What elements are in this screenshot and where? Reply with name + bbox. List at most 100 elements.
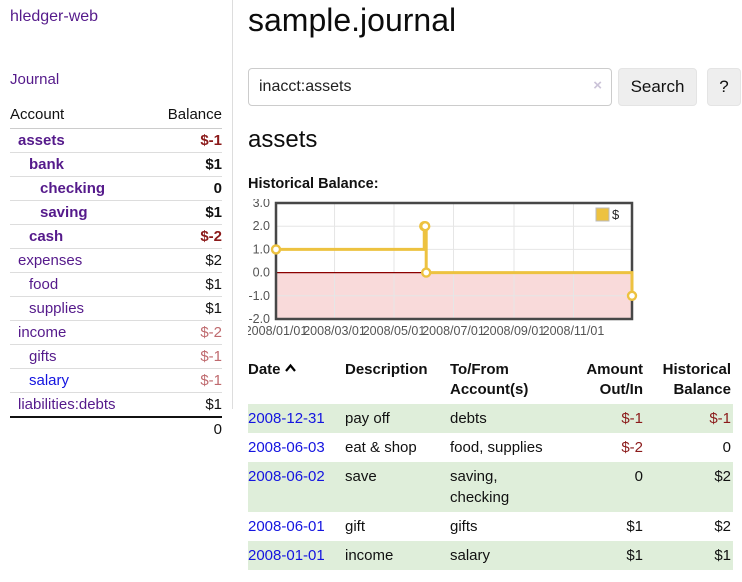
transaction-accounts: salary <box>450 546 491 564</box>
sort-ascending-icon <box>284 363 296 372</box>
transaction-balance: $2 <box>714 467 731 485</box>
account-balance: $-2 <box>200 228 222 245</box>
transaction-description: pay off <box>345 409 390 427</box>
transaction-date-link[interactable]: 2008-06-02 <box>248 467 325 485</box>
clear-search-icon[interactable]: × <box>593 77 602 94</box>
account-balance: $1 <box>205 204 222 221</box>
svg-text:0.0: 0.0 <box>253 266 270 280</box>
transaction-date-link[interactable]: 2008-06-01 <box>248 517 325 535</box>
transaction-balance: $-1 <box>709 409 731 427</box>
transaction-row: 2008-06-01 gift gifts $1 $2 <box>248 512 733 541</box>
transaction-accounts: gifts <box>450 517 478 535</box>
account-link[interactable]: cash <box>29 228 64 245</box>
search-input[interactable] <box>248 68 612 106</box>
register-header-description: Description <box>345 361 428 378</box>
account-row: saving $1 <box>10 200 222 225</box>
svg-text:2.0: 2.0 <box>253 219 270 233</box>
account-row: salary $-1 <box>10 368 222 393</box>
account-heading: assets <box>248 126 318 153</box>
account-link[interactable]: supplies <box>29 300 85 317</box>
account-link[interactable]: food <box>29 276 59 293</box>
register-header-date[interactable]: Date <box>248 357 345 404</box>
transaction-amount: $-2 <box>621 438 643 456</box>
svg-text:3.0: 3.0 <box>253 199 270 210</box>
register-header-accounts: To/From Account(s) <box>450 361 529 399</box>
register-header-balance: Historical Balance <box>662 361 731 399</box>
transaction-date-link[interactable]: 2008-06-03 <box>248 438 325 456</box>
sidebar-divider <box>232 0 233 409</box>
balance-chart: $3.0 2.0 1.0 0.0 -1.0 -2.0 2008/01/01 2008/03/0… <box>245 196 638 343</box>
page-title: sample.journal <box>248 2 457 38</box>
svg-text:2008/01/01: 2008/01/01 <box>248 324 307 338</box>
transaction-balance: $1 <box>714 546 731 564</box>
account-link[interactable]: liabilities:debts <box>18 396 116 413</box>
transaction-accounts: food, supplies <box>450 438 543 456</box>
account-balance: $-1 <box>200 372 222 389</box>
accounts-header-account: Account <box>10 102 151 129</box>
account-row: food $1 <box>10 272 222 297</box>
account-row: supplies $1 <box>10 296 222 321</box>
transaction-balance: 0 <box>722 438 731 456</box>
accounts-table: Account Balance assets $-1 bank $1 checkin… <box>10 102 222 441</box>
accounts-total-row: 0 <box>10 416 222 441</box>
accounts-header-balance: Balance <box>150 102 222 129</box>
search-button[interactable]: Search <box>618 68 697 106</box>
account-row: assets $-1 <box>10 128 222 153</box>
account-link[interactable]: assets <box>18 132 65 149</box>
account-link[interactable]: salary <box>29 372 70 389</box>
transaction-description: eat & shop <box>345 438 417 456</box>
account-balance: $2 <box>205 252 222 269</box>
account-balance: 0 <box>213 180 222 197</box>
account-balance: $1 <box>205 300 222 317</box>
svg-text:2008/07/01: 2008/07/01 <box>422 324 485 338</box>
accounts-header-row: Account Balance <box>10 102 222 129</box>
svg-text:-1.0: -1.0 <box>248 289 270 303</box>
transaction-amount: $1 <box>626 517 643 535</box>
svg-text:2008/05/01: 2008/05/01 <box>363 324 426 338</box>
account-balance: $-2 <box>200 324 222 341</box>
account-row: income $-2 <box>10 320 222 345</box>
account-balance: $1 <box>205 156 222 173</box>
transaction-date-link[interactable]: 2008-12-31 <box>248 409 325 427</box>
svg-text:2008/03/01: 2008/03/01 <box>303 324 366 338</box>
transaction-row: 2008-12-31 pay off debts $-1 $-1 <box>248 403 733 433</box>
svg-text:-2.0: -2.0 <box>248 312 270 326</box>
search-bar: × Search ? <box>248 68 742 106</box>
account-row: expenses $2 <box>10 248 222 273</box>
transaction-accounts: debts <box>450 409 487 427</box>
chart-title: Historical Balance: <box>248 176 379 192</box>
account-balance: $-1 <box>200 132 222 149</box>
transaction-amount: $-1 <box>621 409 643 427</box>
transaction-description: gift <box>345 517 366 535</box>
transaction-description: income <box>345 546 394 564</box>
transaction-balance: $2 <box>714 517 731 535</box>
account-row: bank $1 <box>10 152 222 177</box>
account-row: checking 0 <box>10 176 222 201</box>
help-button[interactable]: ? <box>707 68 741 106</box>
account-link[interactable]: checking <box>40 180 106 197</box>
svg-text:1.0: 1.0 <box>253 242 270 256</box>
account-balance: $-1 <box>200 348 222 365</box>
account-link[interactable]: gifts <box>29 348 57 365</box>
register-header-row: Date Description To/From Account(s) Amou… <box>248 357 733 404</box>
app-title-link[interactable]: hledger-web <box>10 8 99 25</box>
account-balance: $1 <box>205 276 222 293</box>
account-row: gifts $-1 <box>10 344 222 369</box>
main-content: sample.journal × Search ? assets Histori… <box>245 0 742 582</box>
svg-text:$: $ <box>612 207 620 222</box>
svg-text:2008/09/01: 2008/09/01 <box>483 324 546 338</box>
transaction-date-link[interactable]: 2008-01-01 <box>248 546 325 564</box>
account-link[interactable]: bank <box>29 156 65 173</box>
account-link[interactable]: expenses <box>18 252 83 269</box>
account-row: liabilities:debts $1 <box>10 392 222 418</box>
nav-journal-link[interactable]: Journal <box>10 71 60 88</box>
transaction-description: save <box>345 467 377 485</box>
account-link[interactable]: income <box>18 324 67 341</box>
register-header-amount: Amount Out/In <box>586 361 643 399</box>
svg-text:2008/11/01: 2008/11/01 <box>543 324 605 338</box>
transaction-accounts: saving, checking <box>450 467 510 506</box>
account-link[interactable]: saving <box>40 204 88 221</box>
account-balance: $1 <box>205 396 222 413</box>
transaction-amount: 0 <box>634 467 643 485</box>
transaction-row: 2008-01-01 income salary $1 $1 <box>248 540 733 570</box>
